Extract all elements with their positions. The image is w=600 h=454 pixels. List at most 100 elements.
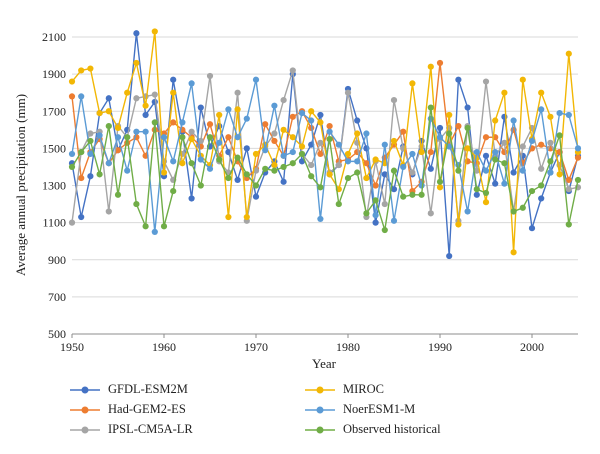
legend-item: MIROC <box>305 382 384 397</box>
data-point-observed-historical <box>216 156 223 163</box>
data-point-observed-historical <box>519 204 526 211</box>
data-point-noeresm1-m <box>225 106 232 113</box>
data-point-noeresm1-m <box>179 119 186 126</box>
data-point-observed-historical <box>197 182 204 189</box>
series-line-noeresm1-m <box>71 79 579 232</box>
data-point-ipsl-cm5a-lr <box>427 210 434 217</box>
legend-item: NoerESM1-M <box>305 402 415 417</box>
y-tick-label: 1700 <box>42 104 66 118</box>
data-point-noeresm1-m <box>326 128 333 135</box>
y-axis-title: Average annual precipitation (mm) <box>13 94 28 276</box>
data-point-miroc <box>87 65 94 72</box>
data-point-noeresm1-m <box>538 106 545 113</box>
data-point-ipsl-cm5a-lr <box>381 200 388 208</box>
data-point-observed-historical <box>243 171 250 178</box>
legend-item: GFDL-ESM2M <box>70 382 188 397</box>
data-point-had-gem2-es <box>262 121 269 128</box>
data-point-ipsl-cm5a-lr <box>133 95 140 102</box>
data-point-miroc <box>151 28 158 35</box>
data-point-observed-historical <box>335 200 342 208</box>
data-point-ipsl-cm5a-lr <box>289 67 296 74</box>
data-point-had-gem2-es <box>538 141 545 148</box>
data-point-miroc <box>179 160 186 167</box>
data-point-observed-historical <box>510 208 517 215</box>
data-point-observed-historical <box>436 178 444 185</box>
data-point-gfdl-esm2m <box>188 195 195 202</box>
data-point-observed-historical <box>326 135 333 143</box>
data-point-observed-historical <box>271 167 278 174</box>
data-point-ipsl-cm5a-lr <box>538 165 545 172</box>
data-point-miroc <box>216 111 223 119</box>
data-point-gfdl-esm2m <box>78 213 85 221</box>
data-point-ipsl-cm5a-lr <box>409 169 416 176</box>
data-point-miroc <box>372 156 379 163</box>
x-tick-label: 1980 <box>336 340 360 354</box>
y-tick-label: 1100 <box>42 216 66 230</box>
data-point-observed-historical <box>225 174 232 182</box>
data-point-had-gem2-es <box>574 154 582 161</box>
data-point-noeresm1-m <box>436 134 444 141</box>
data-point-ipsl-cm5a-lr <box>482 78 490 85</box>
data-point-had-gem2-es <box>326 123 333 130</box>
data-point-observed-historical <box>206 134 214 141</box>
x-tick-label: 2000 <box>520 340 544 354</box>
data-point-ipsl-cm5a-lr <box>519 143 526 150</box>
data-point-ipsl-cm5a-lr <box>308 161 315 169</box>
data-point-noeresm1-m <box>298 110 306 117</box>
data-point-ipsl-cm5a-lr <box>87 130 94 137</box>
data-point-miroc <box>538 89 545 96</box>
data-point-ipsl-cm5a-lr <box>565 186 572 193</box>
data-point-observed-historical <box>528 187 536 195</box>
data-point-noeresm1-m <box>317 215 324 223</box>
y-axis-tick-labels: 500 700 900 1100 1300 1500 1700 1900 2100 <box>42 30 66 341</box>
data-point-observed-historical <box>234 154 241 161</box>
data-point-noeresm1-m <box>289 148 296 156</box>
data-point-gfdl-esm2m <box>390 186 398 193</box>
data-point-had-gem2-es <box>427 148 434 156</box>
data-point-gfdl-esm2m <box>252 193 260 200</box>
data-point-miroc <box>170 89 177 96</box>
data-point-noeresm1-m <box>409 150 416 158</box>
data-point-observed-historical <box>317 184 324 191</box>
data-point-miroc <box>133 59 140 67</box>
data-point-gfdl-esm2m <box>298 158 306 165</box>
data-point-noeresm1-m <box>243 115 250 122</box>
data-point-noeresm1-m <box>418 182 425 189</box>
data-point-had-gem2-es <box>206 121 214 128</box>
data-point-gfdl-esm2m <box>528 225 536 232</box>
data-point-noeresm1-m <box>547 169 554 176</box>
x-tick-label: 1970 <box>244 340 268 354</box>
data-point-ipsl-cm5a-lr <box>390 97 398 104</box>
data-point-noeresm1-m <box>96 132 103 139</box>
legend-label: Had-GEM2-ES <box>108 402 186 416</box>
data-point-gfdl-esm2m <box>473 191 480 198</box>
data-point-observed-historical <box>547 158 554 165</box>
legend-item: IPSL-CM5A-LR <box>70 422 193 437</box>
data-point-ipsl-cm5a-lr <box>151 91 158 98</box>
data-point-ipsl-cm5a-lr <box>547 139 554 146</box>
series-line-miroc <box>71 31 579 253</box>
data-point-miroc <box>519 76 526 83</box>
data-point-had-gem2-es <box>225 134 232 141</box>
data-point-miroc <box>160 169 168 176</box>
data-point-observed-historical <box>142 223 149 230</box>
data-point-gfdl-esm2m <box>510 169 517 176</box>
data-point-ipsl-cm5a-lr <box>234 89 241 96</box>
data-point-observed-historical <box>308 173 315 180</box>
data-point-noeresm1-m <box>482 167 490 174</box>
data-point-noeresm1-m <box>528 137 536 145</box>
data-point-miroc <box>298 143 306 150</box>
data-point-noeresm1-m <box>124 167 131 174</box>
data-point-noeresm1-m <box>197 156 204 163</box>
data-point-observed-historical <box>473 186 480 193</box>
data-point-noeresm1-m <box>363 130 370 137</box>
data-point-gfdl-esm2m <box>105 95 112 102</box>
data-point-observed-historical <box>105 123 112 130</box>
data-point-observed-historical <box>160 223 168 230</box>
series-miroc <box>68 28 582 256</box>
data-point-observed-historical <box>289 160 296 167</box>
data-point-miroc <box>105 108 112 115</box>
data-point-had-gem2-es <box>114 147 122 154</box>
data-point-gfdl-esm2m <box>354 117 361 124</box>
